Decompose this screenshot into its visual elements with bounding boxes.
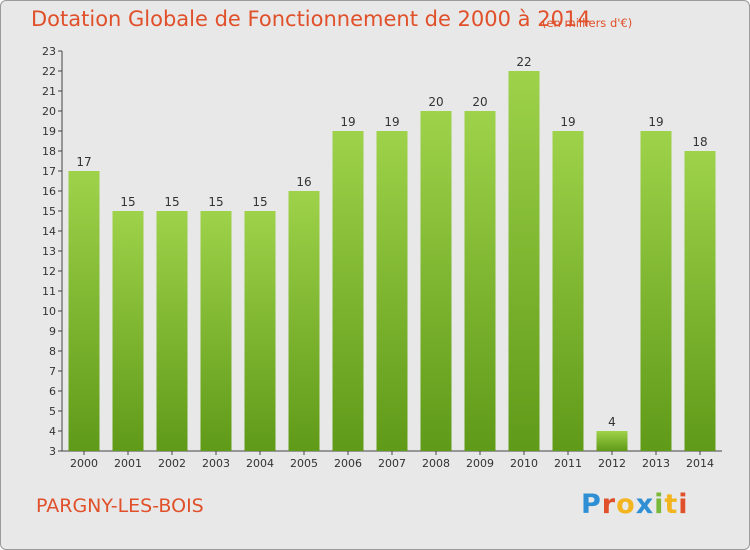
x-tick-label: 2005 [290,457,318,470]
bar [508,71,540,451]
bar [640,131,672,451]
y-tick-label: 14 [42,225,56,238]
logo-letter: P [581,489,602,520]
bar [112,211,144,451]
data-label: 17 [76,155,91,169]
x-tick-label: 2009 [466,457,494,470]
data-label: 15 [164,195,179,209]
x-tick-label: 2007 [378,457,406,470]
logo-letter: x [635,489,655,520]
data-label: 15 [120,195,135,209]
y-tick-label: 15 [42,205,56,218]
logo-letter: r [601,489,617,520]
y-tick-label: 6 [49,385,56,398]
bar [464,111,496,451]
bar [244,211,276,451]
y-tick-label: 12 [42,265,56,278]
data-label: 15 [208,195,223,209]
chart-title: Dotation Globale de Fonctionnement de 20… [31,7,591,31]
y-tick-label: 8 [49,345,56,358]
y-tick-label: 5 [49,405,56,418]
x-tick-label: 2000 [70,457,98,470]
logo-letter: i [678,489,689,520]
bar [376,131,408,451]
logo-letter: i [654,489,665,520]
y-tick-label: 11 [42,285,56,298]
data-label-group: 17 15 15 15 15 16 19 19 20 20 22 19 4 19 18 [76,55,707,429]
data-label: 22 [516,55,531,69]
y-tick-label: 23 [42,45,56,58]
y-tick-label: 20 [42,105,56,118]
data-label: 18 [692,135,707,149]
bar [684,151,716,451]
chart-axes: 3 4 5 6 7 8 9 10 11 12 13 14 15 16 17 18 19 20 21 22 23 2000 2… [42,45,722,470]
y-tick-label: 21 [42,85,56,98]
bar [596,431,628,451]
bar [332,131,364,451]
data-label: 4 [608,415,616,429]
y-tick-label: 22 [42,65,56,78]
bar-group [68,71,716,451]
logo-letter: o [616,489,636,520]
x-tick-label: 2003 [202,457,230,470]
data-label: 19 [648,115,663,129]
x-tick-label: 2001 [114,457,142,470]
bar [552,131,584,451]
y-tick-label: 10 [42,305,56,318]
data-label: 19 [384,115,399,129]
logo-letter: t [664,489,679,520]
y-tick-label: 19 [42,125,56,138]
data-label: 16 [296,175,311,189]
data-label: 15 [252,195,267,209]
x-tick-label: 2012 [598,457,626,470]
bar [200,211,232,451]
commune-name: PARGNY-LES-BOIS [36,495,204,517]
y-tick-label: 13 [42,245,56,258]
y-tick-label: 4 [49,425,56,438]
data-label: 20 [472,95,487,109]
y-tick-label: 18 [42,145,56,158]
x-tick-label: 2010 [510,457,538,470]
chart-subtitle: (en milliers d'€) [542,16,633,30]
x-tick-label: 2004 [246,457,274,470]
x-tick-label: 2006 [334,457,362,470]
y-tick-label: 3 [49,445,56,458]
y-tick-label: 9 [49,325,56,338]
x-tick-label: 2002 [158,457,186,470]
y-tick-label: 17 [42,165,56,178]
bar [420,111,452,451]
data-label: 20 [428,95,443,109]
x-tick-label: 2013 [642,457,670,470]
proxiti-logo: Proxiti [581,489,689,520]
y-tick-label: 16 [42,185,56,198]
bar [68,171,100,451]
y-tick-label: 7 [49,365,56,378]
x-tick-label: 2014 [686,457,714,470]
x-tick-label: 2008 [422,457,450,470]
x-tick-label: 2011 [554,457,582,470]
bar [156,211,188,451]
data-label: 19 [560,115,575,129]
bar [288,191,320,451]
data-label: 19 [340,115,355,129]
